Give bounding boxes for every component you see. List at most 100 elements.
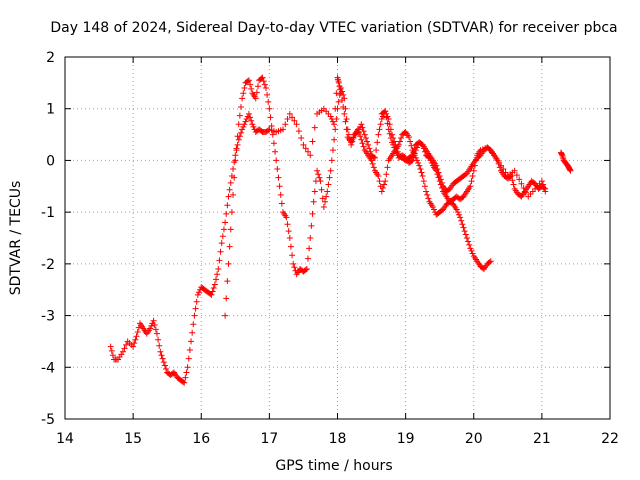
data-point [311, 124, 318, 131]
y-tick-label: 2 [46, 50, 55, 66]
y-tick-label: -2 [41, 257, 55, 273]
data-point [210, 284, 217, 291]
data-point [211, 281, 218, 288]
data-point [381, 181, 388, 188]
data-point [274, 166, 281, 173]
data-point [335, 98, 342, 105]
data-point [213, 276, 220, 283]
data-point [270, 140, 277, 147]
data-point [231, 174, 238, 181]
data-point [227, 226, 234, 233]
data-point [242, 118, 249, 125]
data-point [158, 352, 165, 359]
data-point [487, 258, 494, 265]
data-point [511, 167, 518, 174]
data-point [382, 108, 389, 115]
data-point [360, 143, 367, 150]
data-point [191, 312, 198, 319]
data-point [241, 121, 248, 128]
data-point [225, 260, 232, 267]
data-point [195, 289, 202, 296]
data-point [396, 138, 403, 145]
data-point [153, 330, 160, 337]
data-point [250, 123, 257, 130]
data-point [342, 105, 349, 112]
data-point [359, 124, 366, 131]
data-point [131, 340, 138, 347]
data-point [109, 352, 116, 359]
data-point [223, 210, 230, 217]
axis-ticks [64, 56, 611, 420]
data-point [243, 116, 250, 123]
data-point [290, 260, 297, 267]
data-point [418, 169, 425, 176]
data-point [468, 178, 475, 185]
data-point [185, 355, 192, 362]
y-tick-label: -5 [41, 412, 55, 428]
data-point [420, 178, 427, 185]
data-point [150, 317, 157, 324]
data-point [412, 154, 419, 161]
data-point [354, 126, 361, 133]
data-point [409, 152, 416, 159]
data-point [311, 188, 318, 195]
data-point [349, 138, 356, 145]
x-tick-label: 17 [260, 431, 278, 447]
data-point [340, 91, 347, 98]
data-point [255, 83, 262, 90]
data-point [307, 235, 314, 241]
data-point [226, 243, 233, 250]
data-point [392, 141, 399, 148]
data-point [223, 295, 230, 302]
data-point [337, 85, 344, 92]
data-point [237, 103, 244, 110]
data-point [310, 198, 317, 205]
data-point [219, 233, 226, 240]
x-axis-label: GPS time / hours [275, 458, 392, 474]
data-point [318, 186, 325, 193]
data-point [182, 374, 189, 381]
x-tick-label: 21 [533, 431, 551, 447]
data-point [435, 169, 442, 176]
data-point [421, 183, 428, 190]
y-tick-label: 0 [46, 153, 55, 169]
data-point [259, 74, 266, 81]
data-point [319, 195, 326, 202]
data-point [264, 91, 271, 98]
data-point [357, 133, 364, 140]
data-point [148, 322, 155, 329]
data-point [508, 172, 515, 179]
data-point [345, 131, 352, 138]
data-point [107, 343, 114, 350]
data-point [192, 305, 199, 312]
data-point [289, 114, 296, 121]
data-point [239, 126, 246, 133]
data-point [334, 105, 341, 112]
data-point [417, 166, 424, 173]
y-tick-label: -3 [41, 309, 55, 325]
data-point [224, 202, 231, 209]
data-point [222, 312, 229, 319]
data-point [389, 131, 395, 138]
data-point [371, 154, 378, 161]
data-point [410, 148, 417, 155]
data-point [331, 121, 338, 128]
data-point [224, 278, 231, 285]
series-points [222, 74, 549, 319]
data-point [460, 224, 467, 231]
data-point [327, 167, 334, 174]
data-point [272, 148, 279, 155]
data-point [411, 145, 418, 152]
data-point [160, 359, 167, 366]
data-point [320, 203, 327, 210]
data-point [325, 181, 332, 188]
data-point [437, 176, 444, 183]
data-point [163, 366, 170, 373]
x-tick-label: 19 [397, 431, 415, 447]
data-point [507, 173, 514, 180]
data-point [268, 122, 275, 129]
data-point [377, 121, 384, 128]
data-point [280, 126, 286, 133]
data-point [276, 183, 283, 190]
